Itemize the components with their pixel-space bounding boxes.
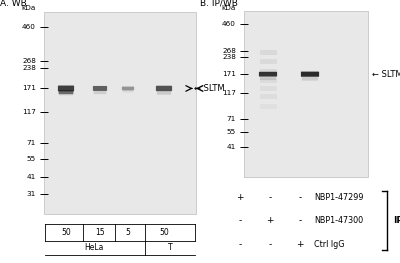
Text: kDa: kDa — [222, 5, 236, 11]
Text: 71: 71 — [227, 116, 236, 122]
Text: 50: 50 — [61, 228, 71, 237]
Text: 71: 71 — [27, 140, 36, 146]
FancyBboxPatch shape — [301, 72, 319, 77]
Text: 31: 31 — [27, 191, 36, 197]
FancyBboxPatch shape — [93, 86, 107, 91]
FancyBboxPatch shape — [259, 72, 277, 77]
FancyBboxPatch shape — [157, 90, 171, 95]
Text: 460: 460 — [22, 24, 36, 30]
Text: NBP1-47299: NBP1-47299 — [314, 193, 364, 202]
Text: 41: 41 — [27, 174, 36, 180]
Text: -: - — [268, 240, 272, 249]
FancyBboxPatch shape — [302, 76, 318, 81]
Text: ← SLTM: ← SLTM — [194, 84, 224, 93]
Text: IP: IP — [393, 216, 400, 225]
Bar — [260, 78, 277, 83]
Bar — [260, 94, 277, 99]
FancyBboxPatch shape — [156, 86, 172, 91]
Bar — [44, 12, 196, 214]
Text: +: + — [236, 193, 244, 202]
FancyBboxPatch shape — [260, 76, 276, 80]
Bar — [260, 50, 277, 55]
FancyBboxPatch shape — [94, 90, 106, 94]
Text: 238: 238 — [222, 54, 236, 60]
Text: NBP1-47300: NBP1-47300 — [314, 216, 363, 225]
Text: 5: 5 — [126, 228, 130, 237]
FancyBboxPatch shape — [58, 85, 74, 91]
Text: 460: 460 — [222, 21, 236, 27]
Text: -: - — [298, 193, 302, 202]
Text: -: - — [268, 193, 272, 202]
Text: -: - — [238, 240, 242, 249]
Bar — [260, 59, 277, 64]
Text: T: T — [168, 243, 172, 252]
Text: -: - — [238, 216, 242, 225]
Text: 55: 55 — [27, 156, 36, 161]
Bar — [260, 69, 277, 74]
Text: +: + — [266, 216, 274, 225]
Text: HeLa: HeLa — [84, 243, 104, 252]
Text: kDa: kDa — [22, 5, 36, 11]
FancyBboxPatch shape — [123, 89, 133, 92]
Text: 171: 171 — [222, 71, 236, 77]
FancyBboxPatch shape — [59, 91, 73, 95]
Bar — [260, 104, 277, 109]
Text: A. WB: A. WB — [0, 0, 27, 8]
Text: 238: 238 — [22, 65, 36, 71]
Text: ← SLTM: ← SLTM — [372, 70, 400, 79]
FancyBboxPatch shape — [59, 90, 74, 94]
Text: 50: 50 — [159, 228, 169, 237]
Bar — [260, 85, 277, 91]
Text: Ctrl IgG: Ctrl IgG — [314, 240, 344, 249]
Text: 15: 15 — [95, 228, 105, 237]
Text: 41: 41 — [227, 144, 236, 150]
Text: 117: 117 — [22, 109, 36, 115]
Text: -: - — [298, 216, 302, 225]
Text: 117: 117 — [222, 90, 236, 97]
Bar — [244, 11, 368, 177]
FancyBboxPatch shape — [122, 87, 134, 90]
Text: 55: 55 — [227, 129, 236, 135]
Text: B. IP/WB: B. IP/WB — [200, 0, 238, 8]
Text: 171: 171 — [22, 85, 36, 92]
Text: 268: 268 — [222, 48, 236, 54]
Text: +: + — [296, 240, 304, 249]
Text: 268: 268 — [22, 58, 36, 64]
